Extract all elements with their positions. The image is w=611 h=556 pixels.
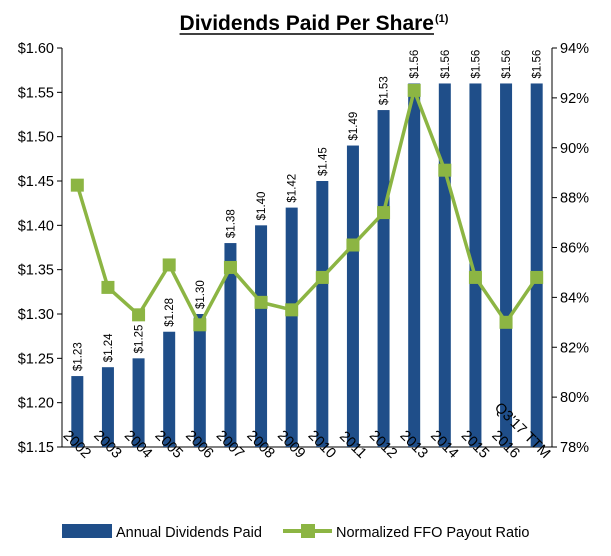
x-tick-label: 2004 <box>121 428 155 462</box>
payout-ratio-marker <box>499 315 513 329</box>
x-tick-label: 2009 <box>274 428 308 462</box>
payout-ratio-marker <box>530 270 544 284</box>
bar-value-label: $1.45 <box>317 147 329 176</box>
bar-value-label: $1.42 <box>287 174 299 203</box>
bar-value-label: $1.53 <box>379 76 391 105</box>
y-left-tick-label: $1.35 <box>18 263 54 279</box>
bar-value-label: $1.56 <box>440 50 452 79</box>
x-tick-label: 2008 <box>243 428 277 462</box>
chart-axes: $1.15 $1.20 $1.25 $1.30 $1.35 $1.40 $1.45 $1.50… <box>18 41 589 456</box>
payout-ratio-marker <box>285 303 299 317</box>
bar-value-label: $1.23 <box>72 342 84 371</box>
bar-value-label: $1.56 <box>501 50 513 79</box>
payout-ratio-line <box>75 88 539 327</box>
payout-ratio-marker <box>193 318 207 332</box>
bar-value-label: $1.49 <box>348 112 360 141</box>
bar-value-label: $1.30 <box>195 280 207 309</box>
bar <box>285 207 298 447</box>
chart-title: Dividends Paid Per Share (1) <box>179 12 449 35</box>
bar <box>224 243 237 447</box>
y-right-tick-label: 78% <box>560 440 589 456</box>
y-right-tick-label: 82% <box>560 340 589 356</box>
bar <box>101 367 114 447</box>
chart-title-text: Dividends Paid Per Share <box>180 12 434 35</box>
bar-value-label: $1.56 <box>470 50 482 79</box>
bar <box>377 110 390 448</box>
bar-data-labels: $1.23 $1.24 $1.25 $1.28 $1.30 $1.38 $1.40 $1.42… <box>72 50 543 371</box>
y-left-tick-label: $1.15 <box>18 440 54 456</box>
bar <box>255 225 268 447</box>
bar <box>316 181 329 447</box>
bar <box>132 358 145 447</box>
bar-value-label: $1.25 <box>134 325 146 354</box>
bar-series <box>71 83 543 448</box>
x-tick-label: 2010 <box>305 428 339 462</box>
x-tick-label: 2012 <box>366 428 400 462</box>
bar <box>469 83 482 447</box>
payout-ratio-marker <box>377 206 391 220</box>
payout-ratio-marker <box>254 295 268 309</box>
y-left-tick-label: $1.40 <box>18 218 54 234</box>
payout-ratio-marker <box>132 308 146 322</box>
bar-value-label: $1.40 <box>256 192 268 221</box>
y-left-tick-label: $1.45 <box>18 174 54 190</box>
y-left-tick-label: $1.60 <box>18 41 54 57</box>
payout-ratio-marker <box>223 260 237 274</box>
chart-title-superscript: (1) <box>435 13 449 25</box>
bar <box>500 83 513 447</box>
bar <box>530 83 543 447</box>
legend-label-dividends: Annual Dividends Paid <box>116 525 262 541</box>
payout-ratio-marker <box>438 163 452 177</box>
payout-ratio-marker <box>162 258 176 272</box>
y-left-tick-label: $1.20 <box>18 396 54 412</box>
y-left-tick-label: $1.55 <box>18 85 54 101</box>
legend-swatch-dividends <box>62 524 112 538</box>
y-right-tick-label: 88% <box>560 191 589 207</box>
legend-swatch-payout-marker <box>301 524 315 538</box>
bar-value-label: $1.38 <box>225 209 237 238</box>
x-tick-label: 2005 <box>152 428 186 462</box>
y-right-tick-label: 94% <box>560 41 589 57</box>
y-right-tick-label: 86% <box>560 241 589 257</box>
y-left-tick-label: $1.25 <box>18 351 54 367</box>
line-series <box>70 83 544 332</box>
chart-legend: Annual Dividends Paid Normalized FFO Pay… <box>62 524 529 541</box>
bar <box>438 83 451 447</box>
bar <box>346 145 359 448</box>
y-right-tick-label: 84% <box>560 290 589 306</box>
x-tick-label: 2013 <box>397 428 431 462</box>
payout-ratio-marker <box>70 178 84 192</box>
bar <box>163 331 176 447</box>
y-left-tick-label: $1.50 <box>18 130 54 146</box>
x-tick-label: 2011 <box>336 428 369 461</box>
payout-ratio-marker <box>315 270 329 284</box>
y-right-tick-label: 80% <box>560 390 589 406</box>
payout-ratio-marker <box>407 83 421 97</box>
bar-value-label: $1.56 <box>532 50 544 79</box>
payout-ratio-marker <box>468 270 482 284</box>
bar-value-label: $1.24 <box>103 333 115 362</box>
x-tick-label: 2007 <box>213 428 247 462</box>
bar <box>408 83 421 447</box>
x-tick-label: 2003 <box>90 428 124 462</box>
bar <box>193 314 206 447</box>
bar-value-label: $1.28 <box>164 298 176 327</box>
y-right-tick-label: 90% <box>560 141 589 157</box>
x-tick-label: 2014 <box>427 428 461 462</box>
x-tick-label: 2015 <box>458 428 492 462</box>
y-right-tick-label: 92% <box>560 91 589 107</box>
x-tick-label: 2006 <box>182 428 216 462</box>
bar-value-label: $1.56 <box>409 50 421 79</box>
legend-label-payout: Normalized FFO Payout Ratio <box>336 525 529 541</box>
payout-ratio-marker <box>346 238 360 252</box>
x-tick-label: 2002 <box>60 428 94 462</box>
bar <box>71 376 84 447</box>
y-left-tick-label: $1.30 <box>18 307 54 323</box>
payout-ratio-marker <box>101 280 115 294</box>
